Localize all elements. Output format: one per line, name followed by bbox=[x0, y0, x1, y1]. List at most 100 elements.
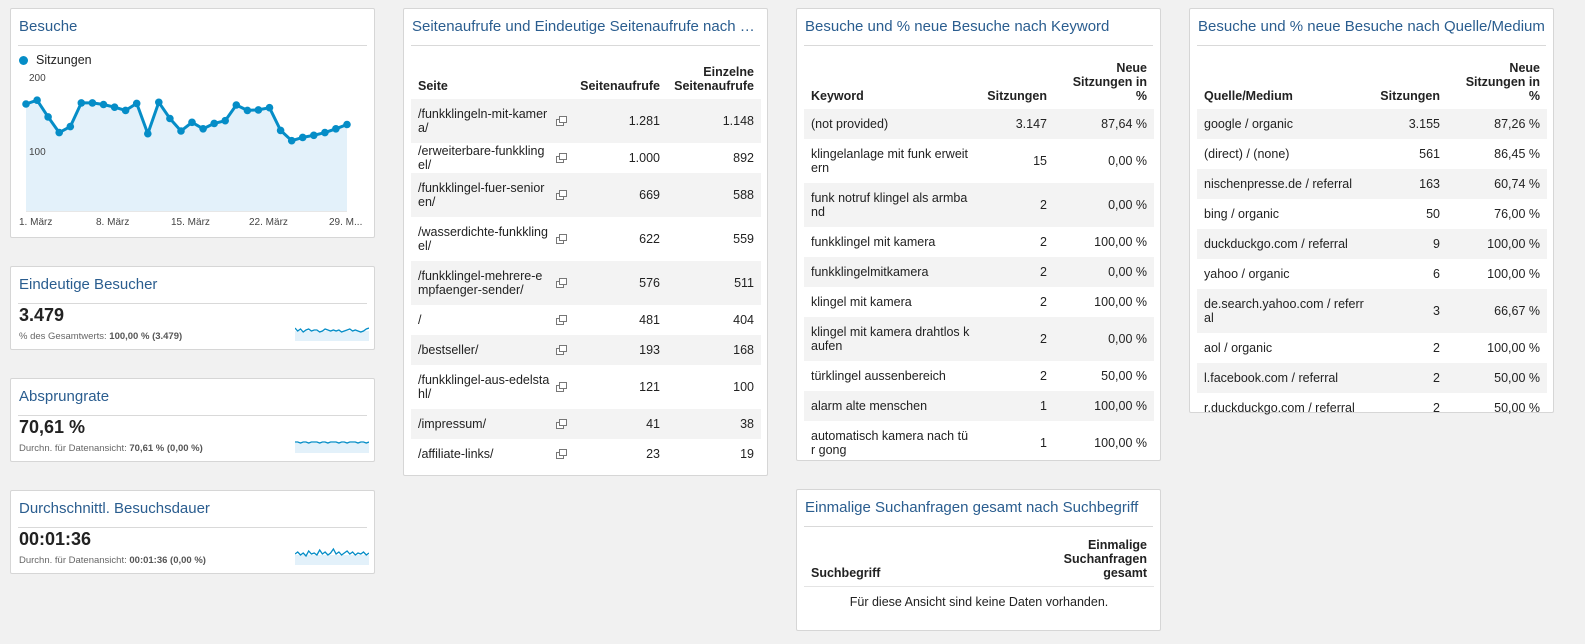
table-row[interactable]: /impressum/41 38 bbox=[411, 409, 761, 439]
column-header-suchbegriff[interactable]: Suchbegriff bbox=[811, 566, 881, 580]
keywords-title[interactable]: Besuche und % neue Besuche nach Keyword bbox=[805, 18, 1110, 35]
data-point[interactable] bbox=[55, 128, 63, 137]
open-external-icon[interactable] bbox=[556, 345, 567, 355]
data-point[interactable] bbox=[243, 106, 252, 115]
data-point[interactable] bbox=[33, 96, 41, 104]
open-external-icon[interactable] bbox=[556, 419, 567, 429]
data-point[interactable] bbox=[232, 101, 241, 109]
row-label[interactable]: /bestseller/ bbox=[418, 343, 479, 357]
column-header-neue-sitzungen[interactable]: Neue Sitzungen in % bbox=[1072, 61, 1147, 103]
column-header-seite[interactable]: Seite bbox=[418, 79, 448, 93]
metric-title[interactable]: Absprungrate bbox=[19, 388, 110, 405]
open-external-icon[interactable] bbox=[556, 116, 567, 126]
table-row[interactable]: duckduckgo.com / referral 9 100,00 % bbox=[1197, 229, 1547, 259]
data-point[interactable] bbox=[199, 125, 207, 133]
table-row[interactable]: /funkklingeln-mit-kamera/1.281 1.148 bbox=[411, 99, 761, 143]
column-header-einzelne-seitenaufrufe[interactable]: Einzelne Seitenaufrufe bbox=[674, 65, 754, 93]
table-row[interactable]: /funkklingel-aus-edelstahl/121 100 bbox=[411, 365, 761, 409]
table-row[interactable]: google / organic 3.155 87,26 % bbox=[1197, 109, 1547, 139]
data-point[interactable] bbox=[343, 120, 351, 129]
column-header-quelle-medium[interactable]: Quelle/Medium bbox=[1204, 89, 1293, 103]
table-row[interactable]: aol / organic 2 100,00 % bbox=[1197, 333, 1547, 363]
row-label[interactable]: /funkklingel-aus-edelstahl/ bbox=[418, 373, 550, 401]
table-row[interactable]: klingelanlage mit funk erweitern 15 0,00 % bbox=[804, 139, 1154, 183]
table-row[interactable]: funk notruf klingel als armband 2 0,00 % bbox=[804, 183, 1154, 227]
open-external-icon[interactable] bbox=[556, 449, 567, 459]
table-row[interactable]: / 481 404 bbox=[411, 305, 761, 335]
row-label[interactable]: /funkklingeln-mit-kamera/ bbox=[418, 107, 548, 135]
data-point[interactable] bbox=[332, 125, 340, 133]
open-external-icon[interactable] bbox=[556, 382, 567, 392]
data-point[interactable] bbox=[144, 129, 152, 138]
row-label[interactable]: /funkklingel-fuer-senioren/ bbox=[418, 181, 545, 209]
row-label[interactable]: /affiliate-links/ bbox=[418, 447, 494, 461]
data-point[interactable] bbox=[265, 103, 274, 112]
column-header-seitenaufrufe[interactable]: Seitenaufrufe bbox=[580, 79, 660, 93]
table-row[interactable]: alarm alte menschen 1 100,00 % bbox=[804, 391, 1154, 421]
data-point[interactable] bbox=[155, 98, 163, 107]
table-row[interactable]: bing / organic 50 76,00 % bbox=[1197, 199, 1547, 229]
sources-title[interactable]: Besuche und % neue Besuche nach Quelle/M… bbox=[1198, 18, 1545, 35]
column-header-sitzungen[interactable]: Sitzungen bbox=[1380, 89, 1440, 103]
table-row[interactable]: /funkklingel-mehrere-empfaenger-sender/5… bbox=[411, 261, 761, 305]
data-point[interactable] bbox=[276, 126, 285, 135]
data-point[interactable] bbox=[188, 118, 196, 127]
data-point[interactable] bbox=[99, 100, 108, 109]
table-row[interactable]: /affiliate-links/23 19 bbox=[411, 439, 761, 469]
table-row[interactable]: /erweiterbare-funkklingel/1.000 892 bbox=[411, 143, 761, 173]
data-point[interactable] bbox=[22, 100, 30, 108]
table-row[interactable]: l.facebook.com / referral 2 50,00 % bbox=[1197, 363, 1547, 393]
row-label[interactable]: /funkklingel-mehrere-empfaenger-sender/ bbox=[418, 269, 543, 297]
data-point[interactable] bbox=[132, 99, 141, 108]
row-label[interactable]: /wasserdichte-funkklingel/ bbox=[418, 225, 548, 253]
pages-title[interactable]: Seitenaufrufe und Eindeutige Seitenaufru… bbox=[412, 18, 767, 35]
row-label[interactable]: / bbox=[418, 313, 422, 327]
data-point[interactable] bbox=[77, 99, 86, 107]
data-point[interactable] bbox=[44, 113, 52, 121]
table-row[interactable]: yahoo / organic 6 100,00 % bbox=[1197, 259, 1547, 289]
table-row[interactable]: funkklingel mit kamera 2 100,00 % bbox=[804, 227, 1154, 257]
data-point[interactable] bbox=[177, 127, 185, 135]
column-header-keyword[interactable]: Keyword bbox=[811, 89, 864, 103]
search-title[interactable]: Einmalige Suchanfragen gesamt nach Suchb… bbox=[805, 499, 1139, 516]
table-row[interactable]: r.duckduckgo.com / referral 2 50,00 % bbox=[1197, 393, 1547, 423]
data-point[interactable] bbox=[254, 106, 263, 114]
open-external-icon[interactable] bbox=[556, 153, 567, 163]
table-row[interactable]: funkklingelmitkamera 2 0,00 % bbox=[804, 257, 1154, 287]
table-row[interactable]: nischenpresse.de / referral 163 60,74 % bbox=[1197, 169, 1547, 199]
table-row[interactable]: türklingel aussenbereich 2 50,00 % bbox=[804, 361, 1154, 391]
open-external-icon[interactable] bbox=[556, 234, 567, 244]
data-point[interactable] bbox=[121, 106, 130, 115]
besuche-line-chart[interactable]: 200 100 1. März 8. März 15. März 22. März 29. … bbox=[11, 9, 376, 239]
row-label[interactable]: /impressum/ bbox=[418, 417, 487, 431]
table-row[interactable]: (direct) / (none) 561 86,45 % bbox=[1197, 139, 1547, 169]
column-header-einmalige-suchanfragen[interactable]: Einmalige Suchanfragen gesamt bbox=[1063, 538, 1147, 580]
table-row[interactable]: automatisch kamera nach tür gong 1 100,00 … bbox=[804, 421, 1154, 465]
open-external-icon[interactable] bbox=[556, 190, 567, 200]
table-row[interactable]: (not provided) 3.147 87,64 % bbox=[804, 109, 1154, 139]
data-point[interactable] bbox=[88, 99, 97, 107]
data-point[interactable] bbox=[110, 103, 119, 111]
table-row[interactable]: de.search.yahoo.com / referral 3 66,67 % bbox=[1197, 289, 1547, 333]
table-row[interactable]: /wasserdichte-funkklingel/622 559 bbox=[411, 217, 761, 261]
table-row[interactable]: /bestseller/193 168 bbox=[411, 335, 761, 365]
table-row[interactable]: klingel mit kamera drahtlos kaufen 2 0,00 … bbox=[804, 317, 1154, 361]
open-external-icon[interactable] bbox=[556, 315, 567, 325]
metric-title[interactable]: Durchschnittl. Besuchsdauer bbox=[19, 500, 210, 517]
column-header-sitzungen[interactable]: Sitzungen bbox=[987, 89, 1047, 103]
metric-title[interactable]: Eindeutige Besucher bbox=[19, 276, 158, 293]
open-external-icon[interactable] bbox=[556, 278, 567, 288]
data-point[interactable] bbox=[310, 131, 318, 140]
data-point[interactable] bbox=[210, 119, 218, 128]
column-header-neue-sitzungen[interactable]: Neue Sitzungen in % bbox=[1465, 61, 1540, 103]
row-label[interactable]: /erweiterbare-funkklingel/ bbox=[418, 144, 545, 172]
data-point[interactable] bbox=[321, 128, 329, 137]
table-row[interactable]: klingel mit kamera 2 100,00 % bbox=[804, 287, 1154, 317]
table-row[interactable]: /funkklingel-fuer-senioren/669 588 bbox=[411, 173, 761, 217]
data-point[interactable] bbox=[221, 116, 229, 125]
data-point[interactable] bbox=[66, 122, 75, 131]
divider bbox=[18, 527, 367, 528]
data-point[interactable] bbox=[298, 133, 307, 142]
data-point[interactable] bbox=[166, 114, 174, 123]
data-point[interactable] bbox=[287, 136, 296, 145]
